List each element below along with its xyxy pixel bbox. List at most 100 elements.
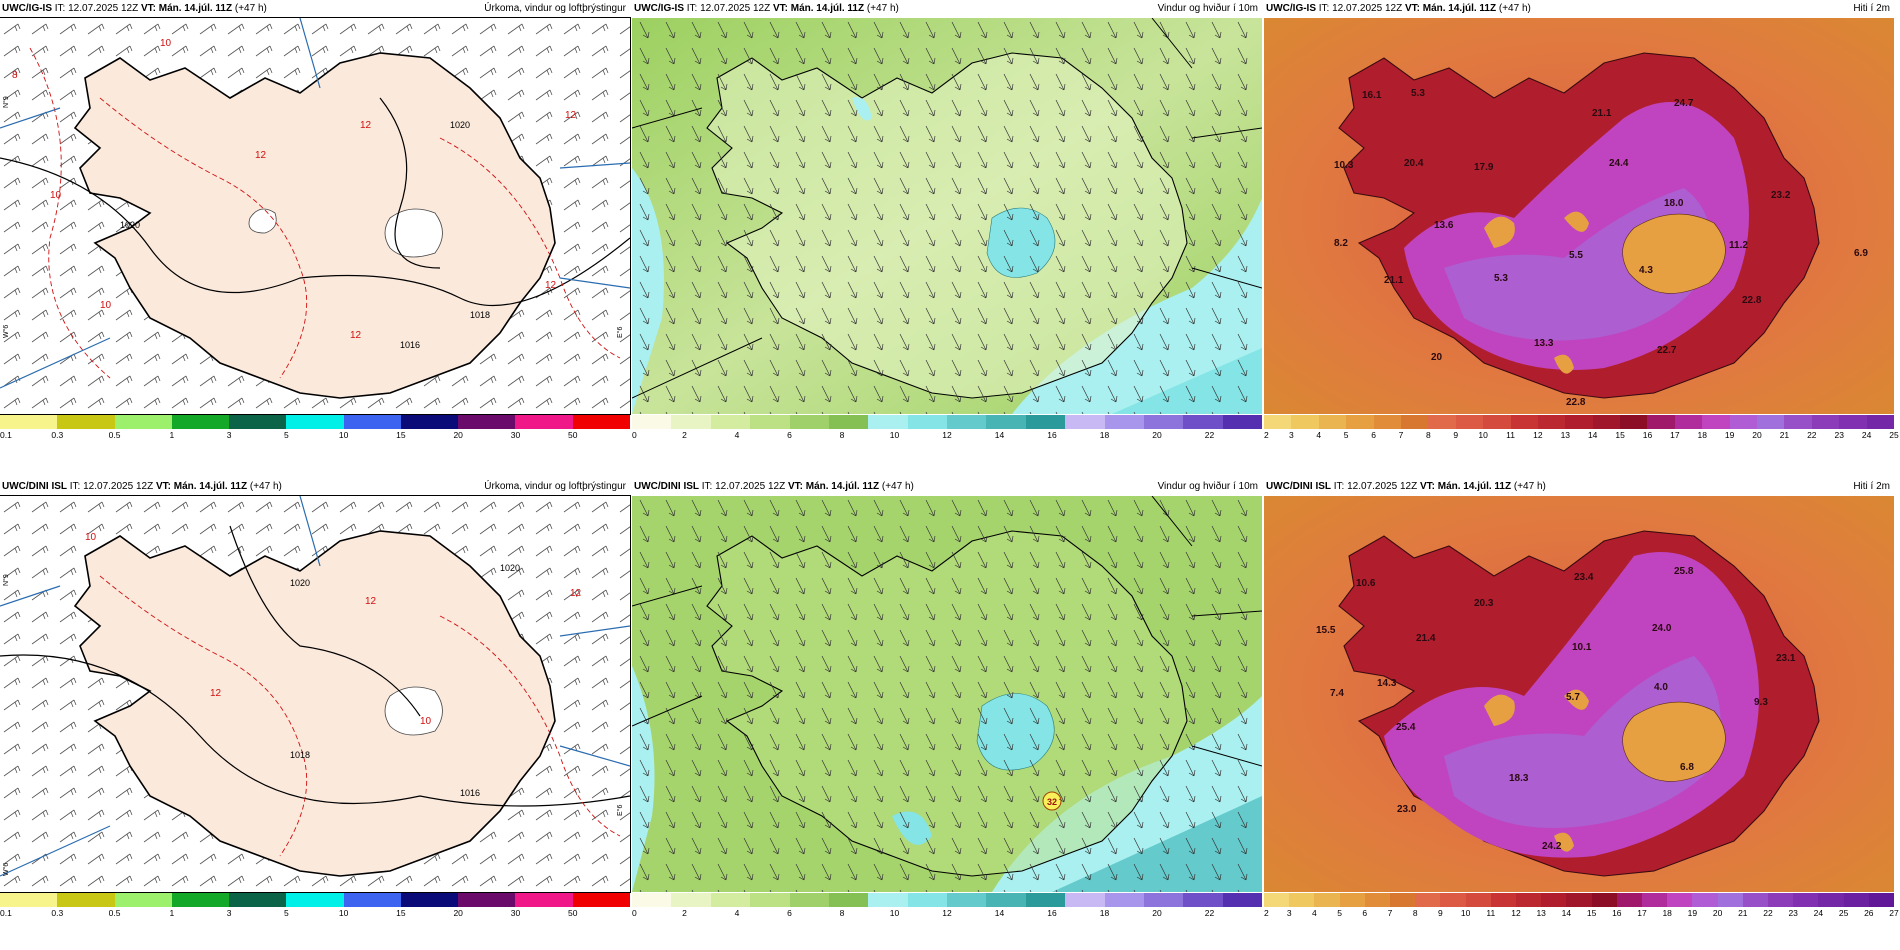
- colorbar-tick-label: 0.5: [108, 908, 121, 918]
- temp-value: 24.4: [1609, 158, 1629, 169]
- colorbar-swatch: [828, 415, 869, 429]
- colorbar-swatch: [229, 415, 287, 429]
- panel-title: Úrkoma, vindur og loftþrýstingur: [484, 481, 626, 492]
- colorbar-tick-label: 30: [510, 430, 521, 440]
- temp-value: 9.3: [1754, 697, 1768, 708]
- temp-value: 13.3: [1534, 338, 1554, 349]
- isotherm-label: 12: [360, 120, 372, 131]
- colorbar-swatch: [1364, 893, 1391, 907]
- colorbar-swatch: [1025, 415, 1066, 429]
- temp-value: 23.1: [1776, 653, 1796, 664]
- colorbar-swatch: [1591, 893, 1617, 907]
- colorbar-swatch: [572, 415, 630, 429]
- colorbar-tick-label: 8: [839, 908, 845, 918]
- temp-value: 23.0: [1397, 804, 1417, 815]
- isobar-label: 1020: [120, 220, 140, 230]
- wind-map: 32: [632, 496, 1262, 892]
- colorbar-tick-label: 21: [1738, 908, 1748, 918]
- colorbar-swatch: [986, 415, 1026, 429]
- temp-value: 24.0: [1652, 623, 1672, 634]
- colorbar-tick-label: 8: [1412, 908, 1418, 918]
- colorbar-swatch: [1291, 415, 1319, 429]
- colorbar-tick-label: 8: [839, 430, 845, 440]
- temp-value: 18.3: [1509, 773, 1529, 784]
- colorbar-swatch: [1104, 415, 1144, 429]
- colorbar-tick-label: 20: [453, 908, 463, 918]
- valid-time: VT: Mán. 14.júl. 11Z: [787, 481, 880, 492]
- init-time: IT: 12.07.2025 12Z: [1333, 481, 1418, 492]
- temp-station-values: 16.1 5.3 10.3 20.4 17.9 24.7 21.1 24.4 8…: [1334, 88, 1868, 408]
- colorbar-swatch: [1537, 415, 1566, 429]
- colorbar-tick-label: 6: [1371, 430, 1376, 440]
- colorbar-tick-label: 25: [1889, 430, 1899, 440]
- temp-value: 5.7: [1566, 692, 1580, 703]
- temp-panel-row1: UWC/IG-IS IT: 12.07.2025 12Z VT: Mán. 14…: [1264, 0, 1899, 460]
- colorbar-tick-label: 2: [682, 908, 687, 918]
- colorbar-swatch: [1314, 893, 1340, 907]
- colorbar-tick-label: 2: [1264, 430, 1269, 440]
- colorbar-swatch: [1620, 415, 1648, 429]
- colorbar-tick-label: 3: [1289, 430, 1294, 440]
- colorbar-swatch: [1647, 415, 1675, 429]
- colorbar-swatch: [1264, 893, 1290, 907]
- colorbar-tick-label: 20: [1152, 908, 1162, 918]
- colorbar-swatch: [789, 415, 829, 429]
- colorbar-tick-label: 20: [1752, 430, 1762, 440]
- temp-value: 22.7: [1657, 345, 1677, 356]
- colorbar-tick-label: 16: [1642, 430, 1653, 440]
- colorbar-swatch: [343, 415, 401, 429]
- colorbar-tick-label: 30: [510, 908, 521, 918]
- colorbar-tick-label: 0.3: [51, 908, 64, 918]
- colorbar-tick-label: 10: [338, 908, 349, 918]
- colorbar-tick-label: 16: [1612, 908, 1622, 918]
- temp-value: 7.4: [1330, 688, 1344, 699]
- temp-value: 4.0: [1654, 682, 1668, 693]
- colorbar-tick-label: 2: [682, 430, 687, 440]
- colorbar-tick-label: 50: [567, 430, 578, 440]
- panel-title: Vindur og hviður í 10m: [1157, 481, 1258, 492]
- precip-panel-row2: UWC/DINI ISL IT: 12.07.2025 12Z VT: Mán.…: [0, 478, 631, 938]
- colorbar-swatch: [1839, 415, 1867, 429]
- isotherm-label: 12: [565, 110, 577, 121]
- valid-time: VT: Mán. 14.júl. 11Z: [772, 3, 865, 14]
- colorbar-swatch: [343, 893, 401, 907]
- temp-value: 10.3: [1334, 160, 1354, 171]
- isotherm-label: 10: [85, 532, 97, 543]
- panel-header: UWC/DINI ISL IT: 12.07.2025 12Z VT: Mán.…: [0, 478, 630, 496]
- colorbar-swatch: [171, 893, 230, 907]
- init-time: IT: 12.07.2025 12Z: [54, 3, 139, 14]
- colorbar-swatch: [1025, 893, 1066, 907]
- colorbar-swatch: [632, 415, 672, 429]
- meridian-label: N°9: [2, 96, 10, 108]
- temp-value: 6.8: [1680, 762, 1694, 773]
- temp-map: 10.6 20.3 23.4 25.8 15.5 21.4 24.0 10.1 …: [1264, 496, 1894, 892]
- temp-value: 20.4: [1404, 158, 1424, 169]
- model-name: UWC/IG-IS: [2, 3, 52, 14]
- colorbar-tick-label: 24: [1813, 908, 1824, 918]
- model-name: UWC/DINI ISL: [1266, 481, 1331, 492]
- colorbar-swatch: [1757, 415, 1785, 429]
- wind-colorbar: [632, 415, 1262, 429]
- colorbar-swatch: [632, 893, 672, 907]
- colorbar-tick-label: 0.1: [0, 908, 12, 918]
- colorbar-swatch: [1222, 415, 1262, 429]
- temp-value: 15.5: [1316, 625, 1336, 636]
- lead-time: (+47 h): [866, 3, 899, 14]
- colorbar-swatch: [1346, 415, 1374, 429]
- model-name: UWC/DINI ISL: [634, 481, 699, 492]
- colorbar-swatch: [114, 415, 172, 429]
- isotherm-label: 12: [570, 588, 582, 599]
- temp-value: 14.3: [1377, 678, 1397, 689]
- temp-value: 8.2: [1334, 238, 1348, 249]
- meridian-label: N°9: [2, 574, 10, 586]
- colorbar-tick-label: 22: [1807, 430, 1817, 440]
- colorbar-tick-label: 4: [734, 908, 740, 918]
- colorbar-swatch: [1729, 415, 1758, 429]
- panel-title: Úrkoma, vindur og loftþrýstingur: [484, 3, 626, 14]
- colorbar-swatch: [0, 893, 58, 907]
- colorbar-tick-label: 50: [567, 908, 578, 918]
- colorbar-tick-label: 20: [1712, 908, 1723, 918]
- colorbar-swatch: [1667, 893, 1693, 907]
- colorbar-swatch: [710, 893, 751, 907]
- precip-colorbar: [0, 893, 630, 907]
